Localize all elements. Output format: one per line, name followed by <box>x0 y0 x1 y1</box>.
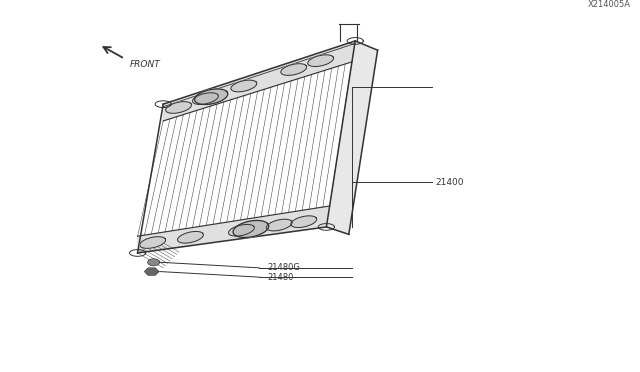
Polygon shape <box>266 219 292 231</box>
Polygon shape <box>233 221 269 237</box>
Polygon shape <box>149 260 158 265</box>
Text: X214005A: X214005A <box>588 0 630 9</box>
Polygon shape <box>291 216 317 228</box>
Text: FRONT: FRONT <box>130 60 161 69</box>
Text: 21480G: 21480G <box>268 263 300 272</box>
Polygon shape <box>166 102 191 113</box>
Polygon shape <box>140 237 166 248</box>
Polygon shape <box>308 55 333 67</box>
Polygon shape <box>326 41 378 234</box>
Text: 21400: 21400 <box>435 178 464 187</box>
Polygon shape <box>195 89 228 105</box>
Polygon shape <box>193 93 218 105</box>
Polygon shape <box>138 41 355 253</box>
Text: 21480: 21480 <box>268 273 294 282</box>
Polygon shape <box>231 80 257 92</box>
Polygon shape <box>177 231 204 243</box>
Polygon shape <box>281 64 307 76</box>
Polygon shape <box>228 224 254 236</box>
Polygon shape <box>146 269 157 275</box>
Polygon shape <box>163 41 355 121</box>
Polygon shape <box>138 206 330 253</box>
